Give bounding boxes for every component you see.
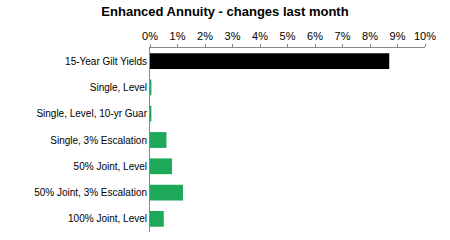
svg-text:3%: 3% [225,30,241,42]
svg-text:9%: 9% [390,30,406,42]
svg-text:Single, 3% Escalation: Single, 3% Escalation [50,135,147,146]
svg-text:7%: 7% [335,30,351,42]
svg-text:50% Joint, 3% Escalation: 50% Joint, 3% Escalation [34,187,147,198]
svg-text:5%: 5% [280,30,296,42]
svg-text:1%: 1% [170,30,186,42]
svg-text:50% Joint, Level: 50% Joint, Level [74,161,147,172]
svg-text:2%: 2% [197,30,213,42]
svg-text:Single, Level: Single, Level [90,82,147,93]
svg-text:Single, Level, 10-yr Guar: Single, Level, 10-yr Guar [36,108,147,119]
svg-text:10%: 10% [414,30,436,42]
svg-text:Enhanced Annuity - changes las: Enhanced Annuity - changes last month [101,4,348,19]
svg-text:6%: 6% [307,30,323,42]
svg-text:8%: 8% [362,30,378,42]
svg-text:0%: 0% [142,30,158,42]
svg-text:15-Year Gilt Yields: 15-Year Gilt Yields [65,56,147,67]
svg-text:100% Joint, Level: 100% Joint, Level [68,213,147,224]
svg-text:4%: 4% [252,30,268,42]
